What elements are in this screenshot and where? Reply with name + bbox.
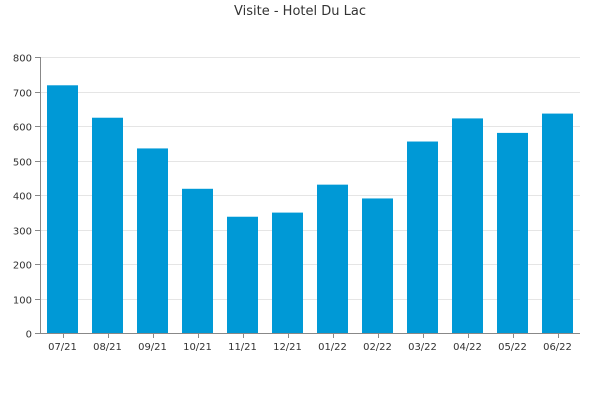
bar-05-22: [497, 132, 528, 333]
bars: [47, 85, 573, 333]
x-tick-label: 07/21: [48, 342, 77, 353]
x-tick-label: 12/21: [273, 342, 302, 353]
bar-11-21: [227, 216, 258, 333]
bar-01-22: [317, 184, 348, 333]
bar-06-22: [542, 113, 573, 333]
y-tick-labels: 0 100 200 300 400 500 600 700 800: [13, 54, 32, 341]
y-tick-label: 100: [13, 296, 32, 307]
x-tick-label: 06/22: [543, 342, 572, 353]
bar-07-21: [47, 85, 78, 333]
x-tick-label: 04/22: [453, 342, 482, 353]
x-tick-label: 10/21: [183, 342, 212, 353]
bar-08-21: [92, 117, 123, 333]
chart-title: Visite - Hotel Du Lac: [234, 4, 366, 19]
bar-09-21: [137, 148, 168, 333]
y-tick-label: 0: [26, 330, 32, 341]
y-tick-label: 600: [13, 123, 32, 134]
bar-10-21: [182, 188, 213, 333]
x-tick-label: 05/22: [498, 342, 527, 353]
y-tick-label: 400: [13, 192, 32, 203]
bar-03-22: [407, 141, 438, 333]
x-tick-label: 11/21: [228, 342, 257, 353]
x-tick-label: 09/21: [138, 342, 167, 353]
x-tick-label: 01/22: [318, 342, 347, 353]
x-tick-labels: 07/21 08/21 09/21 10/21 11/21 12/21 01/22 02/22…: [48, 342, 572, 353]
bar-02-22: [362, 198, 393, 333]
bar-12-21: [272, 212, 303, 333]
x-tick-label: 08/21: [93, 342, 122, 353]
bar-04-22: [452, 118, 483, 333]
axes: [35, 57, 580, 338]
grid-lines: [40, 57, 580, 300]
y-tick-label: 700: [13, 89, 32, 100]
y-tick-label: 300: [13, 227, 32, 238]
x-tick-label: 03/22: [408, 342, 437, 353]
y-tick-label: 500: [13, 158, 32, 169]
x-tick-label: 02/22: [363, 342, 392, 353]
y-tick-label: 800: [13, 54, 32, 65]
y-tick-label: 200: [13, 261, 32, 272]
